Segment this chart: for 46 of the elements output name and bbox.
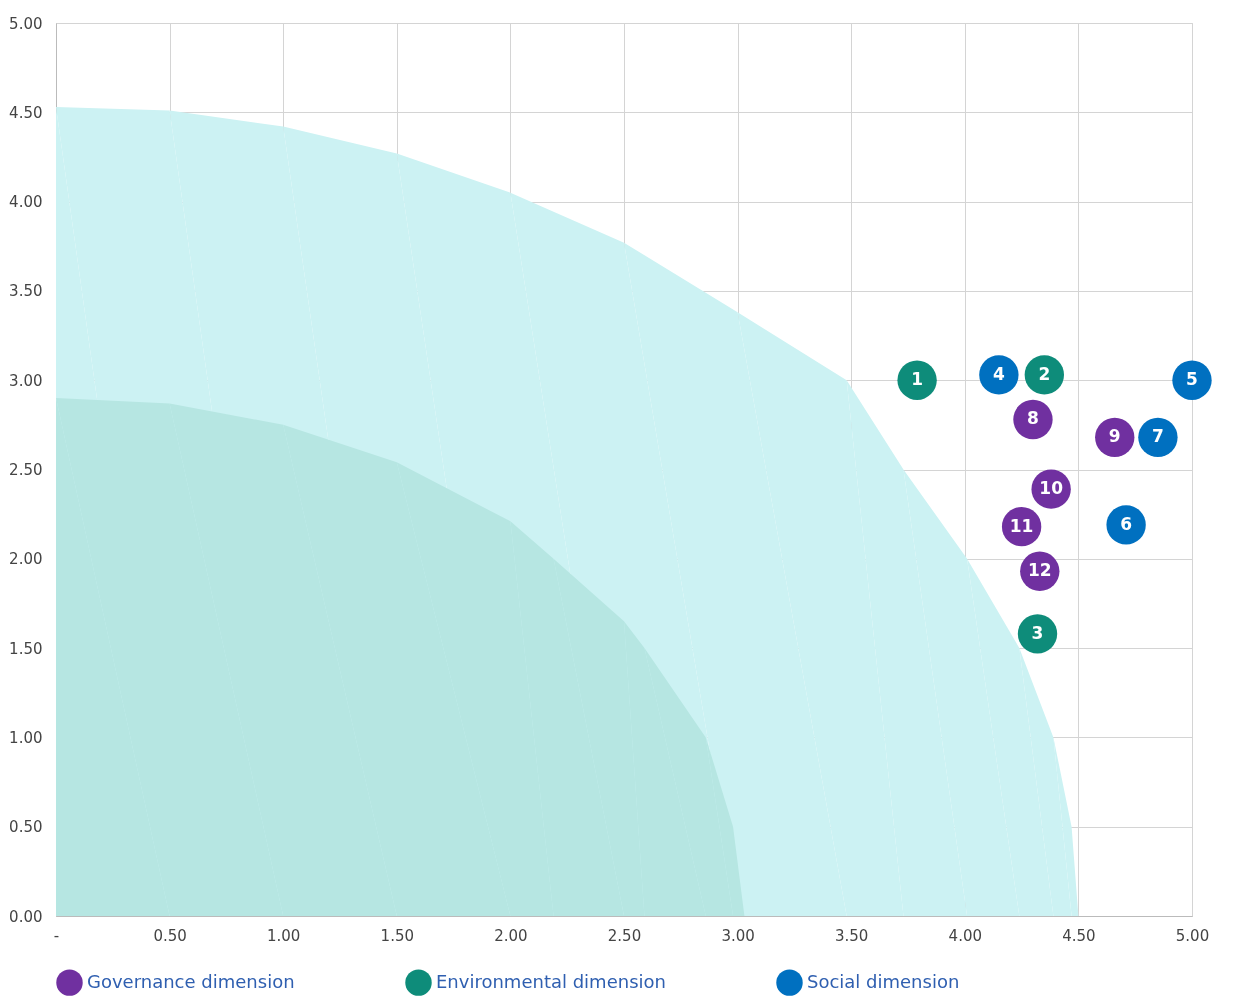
legend-label: Social dimension: [807, 970, 960, 992]
x-tick-label: 3.50: [835, 926, 869, 945]
y-tick-label: 0.00: [9, 907, 43, 926]
point: [1024, 355, 1065, 395]
annotation: 8: [1027, 408, 1039, 429]
annotation: 6: [1120, 513, 1133, 534]
point: [897, 360, 937, 400]
x-tick-label: 5.00: [1175, 926, 1210, 945]
y-tick-label: 3.50: [9, 282, 43, 301]
annotation: 2: [1038, 363, 1051, 384]
legend-label: Governance dimension: [87, 970, 295, 992]
point: [1106, 505, 1146, 545]
x-tick-label: 2.50: [607, 926, 642, 945]
y-tick-label: 1.00: [9, 728, 43, 747]
annotation: 5: [1186, 369, 1198, 390]
y-tick-label: 4.50: [9, 103, 43, 122]
x-tick-label: 3.00: [721, 926, 755, 945]
point: [1017, 614, 1058, 654]
x-tick-label: 1.50: [380, 926, 414, 945]
y-tick-label: 2.50: [9, 461, 43, 479]
annotation: 4: [992, 363, 1005, 384]
y-tick-label: 4.00: [9, 193, 43, 212]
x-tick-label: 4.00: [948, 926, 982, 945]
point: [1095, 417, 1135, 457]
y-tick-label: 1.50: [9, 639, 43, 658]
x-tick-label: 0.50: [153, 926, 187, 945]
legend-label: Environmental dimension: [436, 970, 666, 992]
y-tick-label: 0.50: [9, 818, 43, 837]
point: [1013, 399, 1053, 440]
x-tick-label: 2.00: [494, 926, 528, 945]
x-tick-label: 4.50: [1062, 926, 1096, 945]
annotation: 3: [1031, 622, 1044, 643]
y-tick-label: 5.00: [9, 14, 43, 33]
annotation: 1: [911, 369, 924, 390]
x-tick-label: 1.00: [267, 926, 301, 945]
x-tick-label: -: [53, 926, 60, 945]
annotation: 7: [1152, 426, 1164, 447]
y-tick-label: 3.00: [9, 371, 43, 390]
point: [979, 355, 1019, 395]
y-tick-label: 2.00: [9, 550, 43, 569]
annotation: 10: [1039, 478, 1064, 499]
point: [1138, 417, 1178, 457]
annotation: 12: [1027, 560, 1052, 581]
annotation: 11: [1009, 515, 1034, 536]
annotation: 9: [1108, 426, 1121, 447]
point: [1172, 360, 1212, 400]
